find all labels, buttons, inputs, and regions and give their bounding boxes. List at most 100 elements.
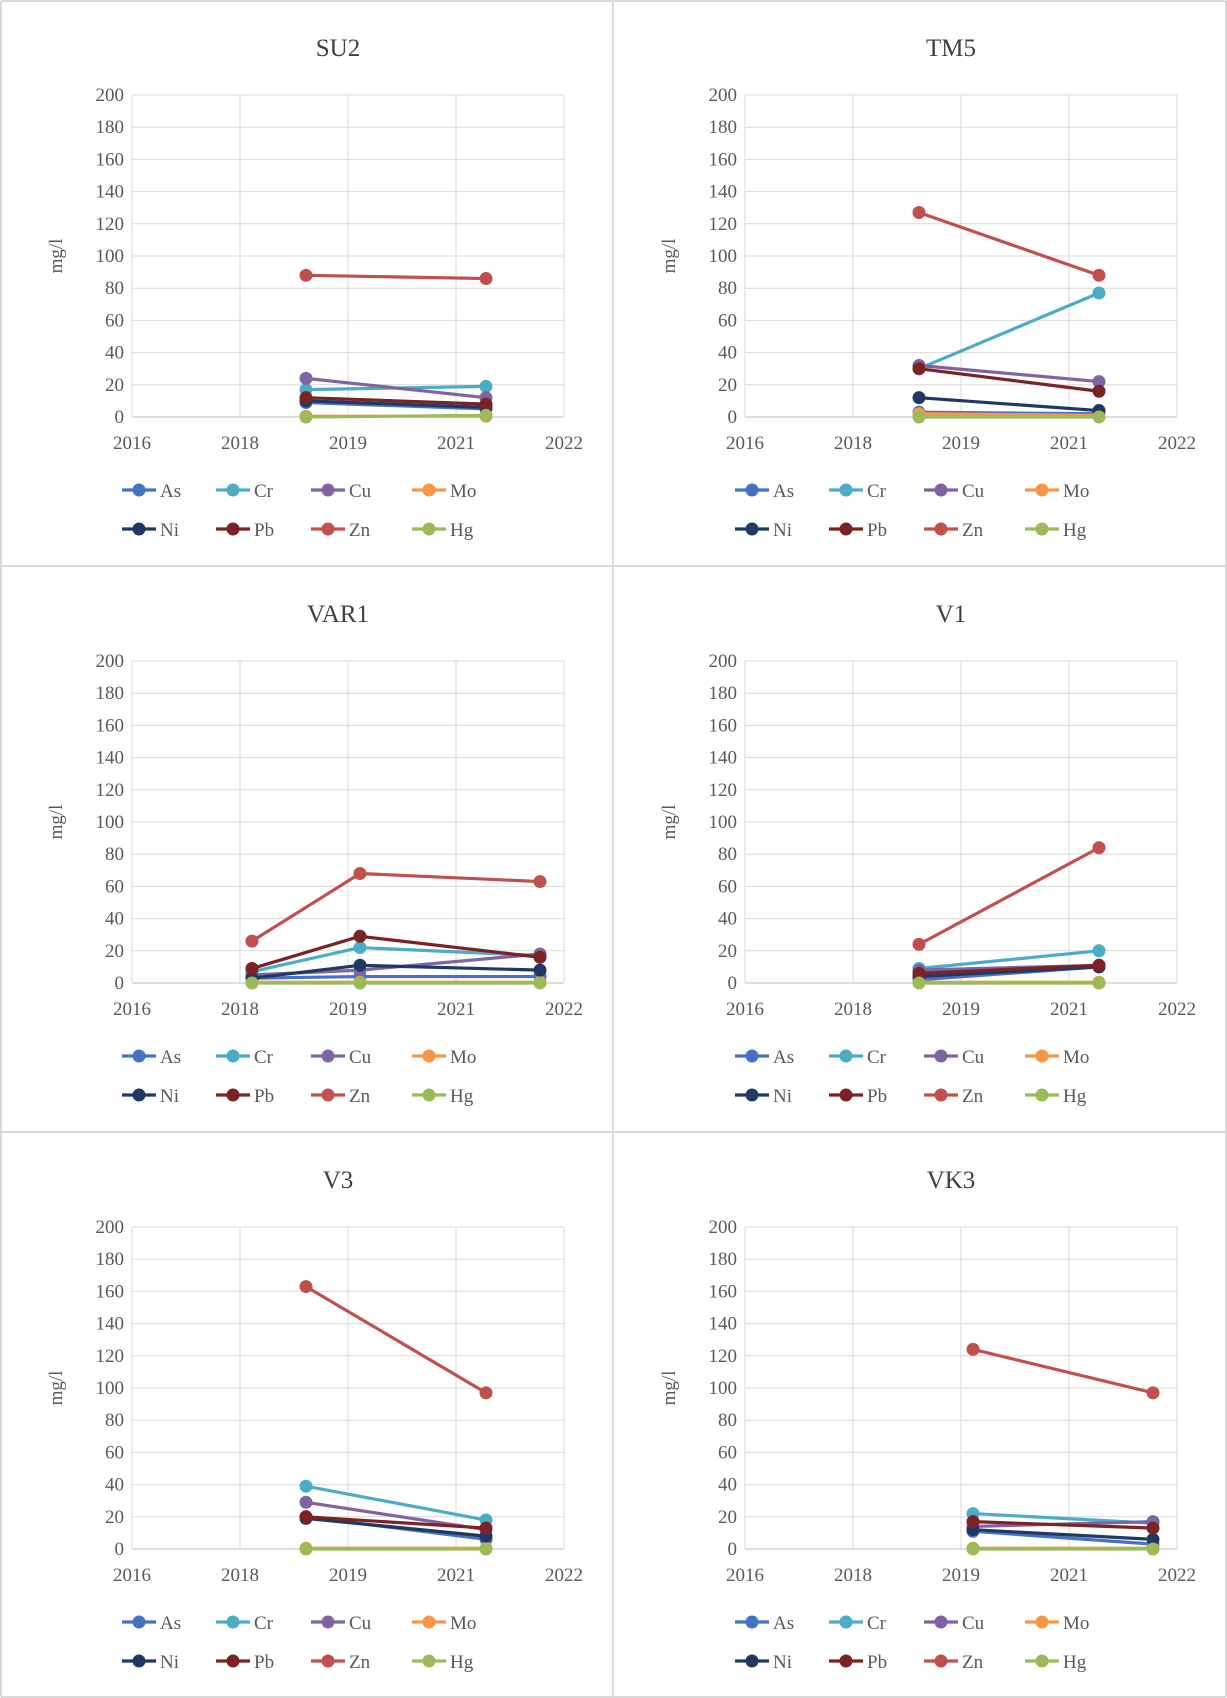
legend-swatch-marker xyxy=(839,483,853,497)
legend-item-zn: Zn xyxy=(924,1086,984,1107)
y-tick-label: 100 xyxy=(709,1378,738,1399)
x-tick-label: 2018 xyxy=(834,433,872,454)
data-point-cu xyxy=(299,371,313,385)
y-tick-label: 40 xyxy=(718,1475,737,1496)
data-point-zn xyxy=(479,272,493,286)
y-tick-label: 160 xyxy=(709,715,738,736)
y-tick-label: 80 xyxy=(718,278,737,299)
series-line-zn xyxy=(305,273,487,281)
legend-label: Cr xyxy=(867,1613,887,1634)
legend-label: Cr xyxy=(254,1047,274,1068)
legend-swatch-marker xyxy=(321,483,335,497)
legend-label: Cu xyxy=(349,1047,372,1068)
y-tick-label: 100 xyxy=(96,246,125,267)
data-point-pb xyxy=(1092,958,1106,972)
legend-item-cr: Cr xyxy=(216,1047,274,1068)
x-tick-label: 2019 xyxy=(329,999,367,1020)
legend-label: Cu xyxy=(962,481,985,502)
y-axis-label: mg/l xyxy=(659,805,680,840)
data-point-cr xyxy=(479,379,493,393)
legend-label: Cu xyxy=(962,1047,985,1068)
y-tick-label: 60 xyxy=(105,310,124,331)
series-line-ni xyxy=(918,965,1100,979)
y-tick-label: 200 xyxy=(96,1217,125,1238)
legend-label: Pb xyxy=(254,1652,274,1673)
data-point-hg xyxy=(1092,976,1106,990)
legend-item-hg: Hg xyxy=(412,520,474,541)
data-point-pb xyxy=(245,962,259,976)
legend-swatch-marker xyxy=(422,1615,436,1629)
x-tick-label: 2022 xyxy=(545,433,583,454)
y-tick-label: 0 xyxy=(728,973,738,994)
legend-swatch-marker xyxy=(1035,483,1049,497)
data-point-pb xyxy=(353,929,367,943)
y-tick-label: 80 xyxy=(105,1410,124,1431)
legend-item-cr: Cr xyxy=(216,481,274,502)
legend-item-ni: Ni xyxy=(735,1652,792,1673)
series-line-ni xyxy=(305,399,487,409)
legend-item-as: As xyxy=(122,1047,181,1068)
legend-swatch-marker xyxy=(839,522,853,536)
series-line-hg xyxy=(305,413,487,419)
legend-item-cu: Cu xyxy=(311,481,372,502)
y-tick-label: 40 xyxy=(105,1475,124,1496)
x-tick-label: 2016 xyxy=(726,1565,764,1586)
data-point-zn xyxy=(353,867,367,881)
y-tick-label: 120 xyxy=(709,214,738,235)
data-point-ni xyxy=(353,958,367,972)
x-tick-label: 2021 xyxy=(437,1565,475,1586)
legend-label: As xyxy=(160,1047,181,1068)
legend-swatch-marker xyxy=(132,1049,146,1063)
legend-item-as: As xyxy=(122,481,181,502)
chart-panel-v3: V3 mg/l 0 20 40 60 80 100 120 140 160 180 200 2016 201… xyxy=(0,1132,613,1698)
series-line-pb xyxy=(305,396,487,406)
legend-swatch-marker xyxy=(132,1654,146,1668)
legend-label: Mo xyxy=(450,481,476,502)
legend-item-mo: Mo xyxy=(412,1613,476,1634)
y-tick-label: 180 xyxy=(96,117,125,138)
data-point-pb xyxy=(1146,1521,1160,1535)
chart-svg-su2: SU2 mg/l 0 20 40 60 80 100 120 140 160 180 200 2016 20… xyxy=(46,35,583,541)
y-tick-label: 120 xyxy=(709,1346,738,1367)
y-tick-label: 140 xyxy=(96,182,125,203)
chart-panel-var1: VAR1 mg/l 0 20 40 60 80 100 120 140 160 180 200 2016 2… xyxy=(0,566,613,1132)
legend-item-pb: Pb xyxy=(829,1652,887,1673)
data-point-cu xyxy=(1092,375,1106,389)
data-point-zn xyxy=(299,1280,313,1294)
legend-label: Ni xyxy=(160,1086,179,1107)
data-point-pb xyxy=(533,950,547,964)
data-point-cr xyxy=(353,941,367,955)
legend-swatch-marker xyxy=(422,483,436,497)
legend-label: Pb xyxy=(254,1086,274,1107)
legend-label: Pb xyxy=(254,520,274,541)
y-tick-label: 100 xyxy=(709,246,738,267)
y-tick-label: 20 xyxy=(718,375,737,396)
y-tick-label: 140 xyxy=(96,748,125,769)
legend-item-ni: Ni xyxy=(122,1086,179,1107)
legend-item-hg: Hg xyxy=(412,1086,474,1107)
legend-label: Ni xyxy=(773,1652,792,1673)
legend-label: Zn xyxy=(349,520,371,541)
legend-swatch-marker xyxy=(226,1049,240,1063)
x-tick-label: 2019 xyxy=(942,433,980,454)
x-tick-label: 2016 xyxy=(113,999,151,1020)
x-tick-label: 2018 xyxy=(834,1565,872,1586)
y-tick-label: 140 xyxy=(96,1314,125,1335)
series-line-as xyxy=(251,974,540,980)
legend-item-cu: Cu xyxy=(311,1613,372,1634)
legend-item-cu: Cu xyxy=(924,1047,985,1068)
data-point-zn xyxy=(1092,268,1106,282)
chart-panel-v1: V1 mg/l 0 20 40 60 80 100 120 140 160 180 200 2016 201… xyxy=(613,566,1226,1132)
y-tick-label: 20 xyxy=(718,1507,737,1528)
data-point-cr xyxy=(1092,286,1106,300)
chart-panel-su2: SU2 mg/l 0 20 40 60 80 100 120 140 160 180 200 2016 20… xyxy=(0,0,613,566)
series-line-zn xyxy=(251,871,541,943)
y-tick-label: 180 xyxy=(709,117,738,138)
data-point-hg xyxy=(299,1542,313,1556)
x-tick-label: 2019 xyxy=(942,999,980,1020)
legend-label: Mo xyxy=(1063,1047,1089,1068)
legend-label: Hg xyxy=(1063,1086,1087,1107)
legend-swatch-marker xyxy=(1035,1088,1049,1102)
legend-item-as: As xyxy=(735,1047,794,1068)
